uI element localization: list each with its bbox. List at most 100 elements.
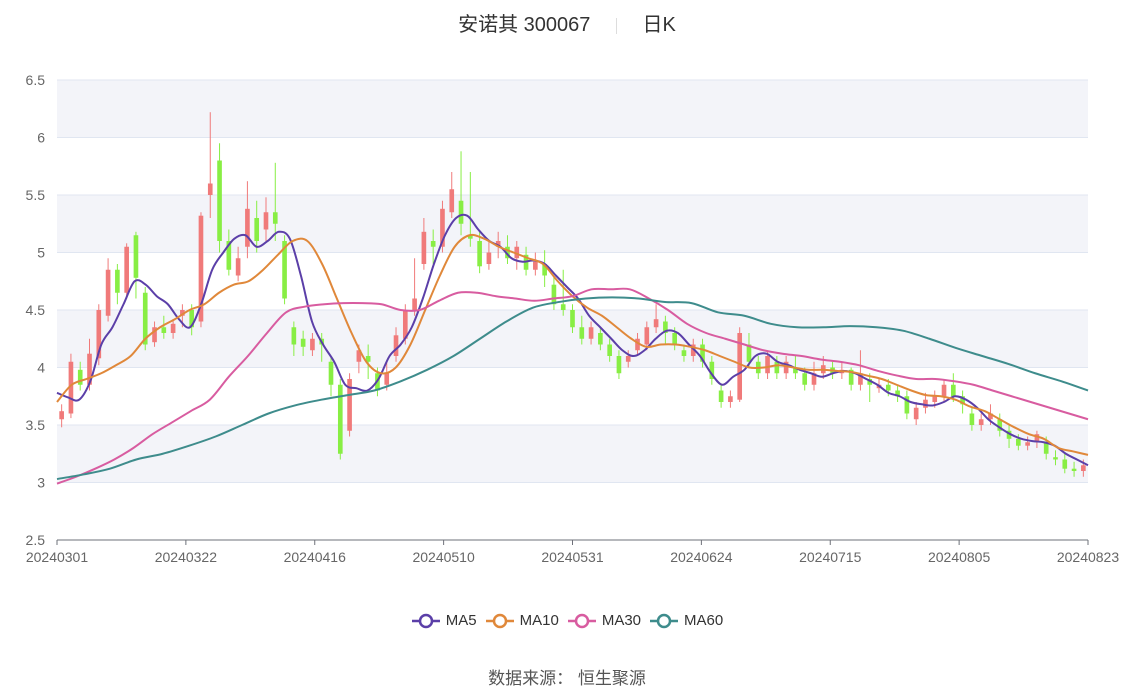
candle	[1053, 450, 1058, 466]
candle-body	[189, 310, 195, 328]
source-value: 恒生聚源	[577, 669, 646, 688]
candle-body	[402, 310, 408, 339]
y-tick-label: 4.5	[26, 302, 46, 318]
candle-body	[783, 361, 789, 374]
candle	[440, 200, 445, 253]
candle	[328, 356, 334, 397]
candle-body	[263, 212, 269, 230]
candle-body	[848, 369, 854, 385]
legend-item-ma10[interactable]: MA10	[485, 612, 559, 629]
candle	[245, 181, 250, 259]
candle	[746, 333, 752, 368]
candle-body	[1071, 468, 1077, 471]
candle	[635, 333, 640, 356]
candle-body	[560, 304, 566, 310]
legend-item-ma5[interactable]: MA5	[411, 612, 477, 629]
x-tick-label: 20240416	[284, 549, 347, 565]
candle-body	[282, 241, 287, 299]
candle-body	[337, 384, 343, 454]
candle-body	[180, 310, 185, 316]
candle-body	[458, 200, 464, 224]
legend-marker-icon	[650, 613, 679, 628]
candle	[700, 338, 705, 368]
candle-body	[77, 369, 83, 385]
candle-body	[737, 333, 743, 400]
candle-body	[625, 356, 631, 362]
candle	[226, 229, 232, 276]
candle	[347, 373, 352, 437]
candle	[542, 250, 547, 287]
stock-name: 安诺其	[458, 14, 519, 36]
candle	[969, 407, 975, 431]
y-tick-label: 4	[37, 360, 45, 376]
candle-body	[802, 373, 808, 385]
candle	[458, 151, 464, 236]
ma-line-ma5	[56, 213, 1089, 467]
candle	[570, 304, 575, 333]
candle	[217, 143, 222, 253]
candle	[997, 413, 1003, 437]
candle	[449, 172, 455, 218]
candle	[551, 275, 557, 310]
y-tick-label: 6	[37, 130, 45, 146]
ma-line-ma30	[56, 287, 1089, 485]
data-source: 数据来源： 恒生聚源	[0, 664, 1134, 689]
legend-label: MA10	[519, 612, 559, 629]
candle	[170, 319, 176, 339]
candle-body	[254, 218, 260, 241]
legend-label: MA60	[684, 612, 724, 629]
candle-body	[1081, 465, 1086, 471]
candle-body	[161, 327, 167, 333]
candle-body	[142, 292, 148, 345]
candle	[1071, 461, 1077, 477]
title-separator	[615, 17, 617, 34]
x-tick-label: 20240624	[670, 549, 733, 565]
candle-body	[616, 356, 622, 374]
candle-body	[245, 208, 250, 247]
candle-body	[291, 327, 297, 345]
grid-band	[57, 425, 1088, 483]
candle-body	[87, 353, 92, 385]
x-tick-label: 20240823	[1057, 549, 1120, 565]
candle-body	[486, 252, 492, 264]
candle	[690, 338, 696, 362]
candle-body	[514, 246, 520, 259]
candle-body	[1053, 457, 1058, 460]
x-tick-label: 20240715	[799, 549, 862, 565]
candle	[728, 390, 733, 408]
candle	[393, 327, 399, 362]
candle	[858, 350, 863, 391]
candle-body	[551, 284, 557, 305]
grid-band	[57, 195, 1088, 253]
x-tick-label: 20240301	[26, 549, 89, 565]
legend-marker-icon	[411, 613, 440, 628]
candle	[1006, 425, 1012, 448]
candle	[412, 258, 417, 316]
candle-body	[124, 246, 129, 293]
x-tick-label: 20240510	[412, 549, 475, 565]
candle	[263, 197, 269, 241]
candle	[1025, 436, 1030, 451]
candle-body	[217, 160, 222, 241]
candle-body	[59, 411, 64, 420]
candle	[913, 402, 919, 425]
candle	[300, 330, 306, 356]
candle-body	[932, 396, 938, 402]
candle-body	[718, 390, 724, 402]
legend-item-ma60[interactable]: MA60	[649, 612, 723, 629]
candle-body	[867, 379, 873, 385]
candle-body	[328, 361, 334, 385]
candle	[718, 384, 724, 408]
candle-body	[384, 373, 390, 385]
candle-body	[412, 298, 417, 310]
x-tick-label: 20240322	[155, 549, 218, 565]
candle-body	[904, 396, 910, 414]
candle-body	[440, 208, 445, 247]
candle-body	[997, 419, 1003, 431]
candle-body	[709, 361, 715, 379]
candle-body	[421, 231, 427, 264]
moving-average-lines	[56, 213, 1089, 485]
legend-item-ma30[interactable]: MA30	[567, 612, 641, 629]
candle-body	[133, 235, 139, 278]
candle-body	[978, 419, 984, 425]
